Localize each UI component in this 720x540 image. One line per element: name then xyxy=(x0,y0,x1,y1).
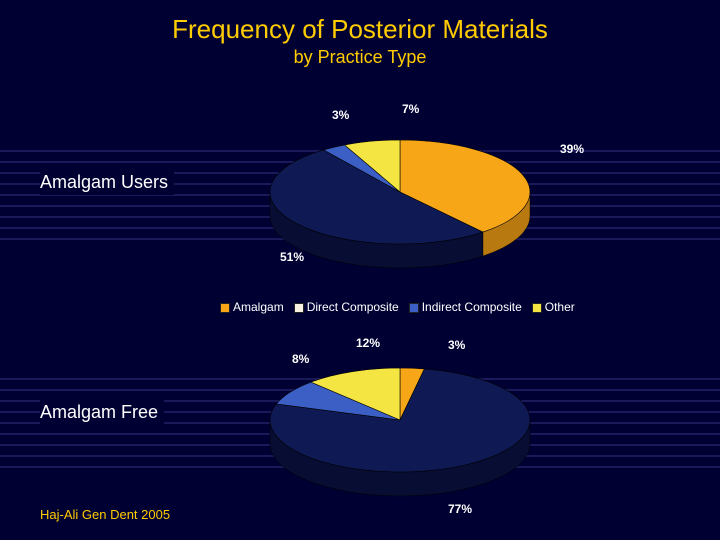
pie-slice-label: 8% xyxy=(292,352,309,366)
pie-slice-label: 12% xyxy=(356,336,380,350)
pie-slice-label: 3% xyxy=(448,338,465,352)
legend-swatch xyxy=(409,303,419,313)
pie-slice-label: 51% xyxy=(280,250,304,264)
stripe-block-1 xyxy=(0,150,720,249)
legend-label: Amalgam xyxy=(233,300,284,314)
legend-item: Amalgam xyxy=(220,300,284,314)
pie-slice-label: 39% xyxy=(560,142,584,156)
page-subtitle: by Practice Type xyxy=(0,47,720,68)
pie-slice-label: 7% xyxy=(402,102,419,116)
legend-swatch xyxy=(532,303,542,313)
pie-slice-label: 77% xyxy=(448,502,472,516)
pie-slice-label: 3% xyxy=(332,108,349,122)
legend-swatch xyxy=(294,303,304,313)
chart2-label: Amalgam Free xyxy=(40,400,164,425)
legend-item: Other xyxy=(532,300,575,314)
legend-label: Other xyxy=(545,300,575,314)
legend-item: Indirect Composite xyxy=(409,300,522,314)
stripe-block-2 xyxy=(0,378,720,477)
legend-label: Indirect Composite xyxy=(422,300,522,314)
citation: Haj-Ali Gen Dent 2005 xyxy=(40,507,170,522)
legend: Amalgam Direct Composite Indirect Composit… xyxy=(220,300,575,314)
legend-item: Direct Composite xyxy=(294,300,399,314)
legend-swatch xyxy=(220,303,230,313)
legend-label: Direct Composite xyxy=(307,300,399,314)
chart1-label: Amalgam Users xyxy=(40,170,174,195)
page-title: Frequency of Posterior Materials xyxy=(0,0,720,45)
